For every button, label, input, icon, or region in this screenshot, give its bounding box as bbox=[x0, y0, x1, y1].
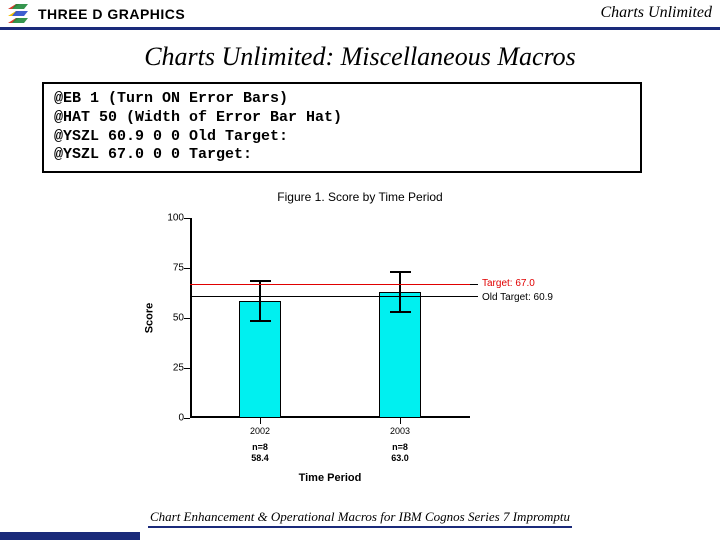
footer: Chart Enhancement & Operational Macros f… bbox=[0, 508, 720, 528]
page-title: Charts Unlimited: Miscellaneous Macros bbox=[0, 42, 720, 72]
errorbar-cap bbox=[250, 280, 271, 282]
y-tick-label: 0 bbox=[156, 413, 184, 424]
chart-plot: Score Time Period 02550751002002n=858.42… bbox=[190, 218, 470, 418]
errorbar-cap bbox=[390, 271, 411, 273]
target-line bbox=[190, 296, 470, 297]
x-tick bbox=[400, 418, 401, 424]
y-axis-title: Score bbox=[143, 303, 155, 334]
y-tick-label: 50 bbox=[156, 313, 184, 324]
y-tick-label: 75 bbox=[156, 263, 184, 274]
errorbar-cap bbox=[390, 311, 411, 313]
target-tick bbox=[470, 296, 478, 297]
target-label: Target: 67.0 bbox=[482, 278, 535, 289]
y-tick bbox=[184, 318, 190, 319]
bottom-accent-strip bbox=[0, 532, 140, 540]
x-tick bbox=[260, 418, 261, 424]
x-axis bbox=[190, 416, 470, 418]
y-tick bbox=[184, 268, 190, 269]
brand-name: THREE D GRAPHICS bbox=[38, 6, 185, 22]
y-tick-label: 25 bbox=[156, 363, 184, 374]
brand-logo: THREE D GRAPHICS bbox=[6, 1, 185, 27]
x-sub-label: n=858.4 bbox=[251, 442, 269, 464]
errorbar-stem bbox=[399, 272, 401, 312]
y-tick bbox=[184, 218, 190, 219]
chart-title: Figure 1. Score by Time Period bbox=[120, 190, 600, 204]
x-axis-title: Time Period bbox=[190, 472, 470, 484]
errorbar-cap bbox=[250, 320, 271, 322]
logo-icon bbox=[6, 1, 32, 27]
errorbar-stem bbox=[259, 281, 261, 321]
product-name: Charts Unlimited bbox=[600, 4, 712, 22]
y-tick-label: 100 bbox=[156, 213, 184, 224]
macro-code-box: @EB 1 (Turn ON Error Bars) @HAT 50 (Widt… bbox=[42, 82, 642, 173]
y-axis bbox=[190, 218, 192, 418]
target-label: Old Target: 60.9 bbox=[482, 292, 553, 303]
x-category-label: 2003 bbox=[390, 426, 410, 436]
target-tick bbox=[470, 284, 478, 285]
footer-text: Chart Enhancement & Operational Macros f… bbox=[148, 509, 572, 528]
chart-container: Figure 1. Score by Time Period Score Tim… bbox=[120, 190, 600, 470]
y-tick bbox=[184, 418, 190, 419]
x-sub-label: n=863.0 bbox=[391, 442, 409, 464]
x-category-label: 2002 bbox=[250, 426, 270, 436]
y-tick bbox=[184, 368, 190, 369]
target-line bbox=[190, 284, 470, 285]
header-bar: THREE D GRAPHICS Charts Unlimited bbox=[0, 0, 720, 30]
